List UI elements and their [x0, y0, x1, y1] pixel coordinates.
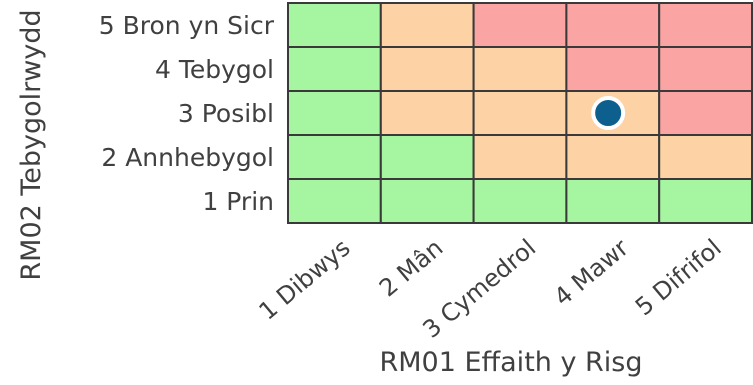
column-label: 4 Mawr	[549, 234, 634, 312]
matrix-cell-orange	[658, 134, 753, 180]
matrix-cell-red	[472, 2, 568, 48]
column-label: 1 Dibwys	[254, 234, 356, 326]
matrix-cell-green	[287, 90, 382, 136]
matrix-cell-orange	[379, 2, 475, 48]
matrix-cell-red	[565, 2, 661, 48]
matrix-cell-green	[472, 178, 568, 224]
row-labels: 5 Bron yn Sicr 4 Tebygol 3 Posibl 2 Annheby…	[99, 11, 275, 216]
matrix-cell-green	[287, 178, 382, 224]
row-label: 4 Tebygol	[155, 55, 274, 84]
row-label: 5 Bron yn Sicr	[99, 11, 275, 40]
matrix-cell-red	[658, 2, 753, 48]
matrix-cell-green	[565, 178, 661, 224]
matrix-cell-green	[287, 134, 382, 180]
row-label: 1 Prin	[202, 187, 274, 216]
matrix-cell-green	[379, 178, 475, 224]
matrix-cell-orange	[472, 90, 568, 136]
matrix-cell-red	[658, 90, 753, 136]
y-axis-title: RM02 Tebygolrwydd	[16, 9, 47, 280]
matrix-cell-red	[658, 46, 753, 92]
matrix-cell-orange	[379, 46, 475, 92]
column-label: 5 Difrifol	[630, 234, 727, 322]
matrix-cell-orange	[379, 90, 475, 136]
matrix-cell-orange	[472, 46, 568, 92]
x-axis-title: RM01 Effaith y Risg	[379, 347, 642, 378]
matrix-cell-green	[658, 178, 753, 224]
matrix-cell-orange	[472, 134, 568, 180]
matrix-cell-green	[287, 2, 382, 48]
matrix-cells	[287, 2, 753, 224]
matrix-cell-green	[287, 46, 382, 92]
matrix-cell-red	[565, 46, 661, 92]
matrix-cell-green	[379, 134, 475, 180]
row-label: 2 Annhebygol	[101, 143, 274, 172]
column-label: 2 Mân	[374, 234, 448, 303]
risk-marker	[591, 96, 626, 130]
matrix-cell-orange	[565, 134, 661, 180]
row-label: 3 Posibl	[178, 99, 274, 128]
